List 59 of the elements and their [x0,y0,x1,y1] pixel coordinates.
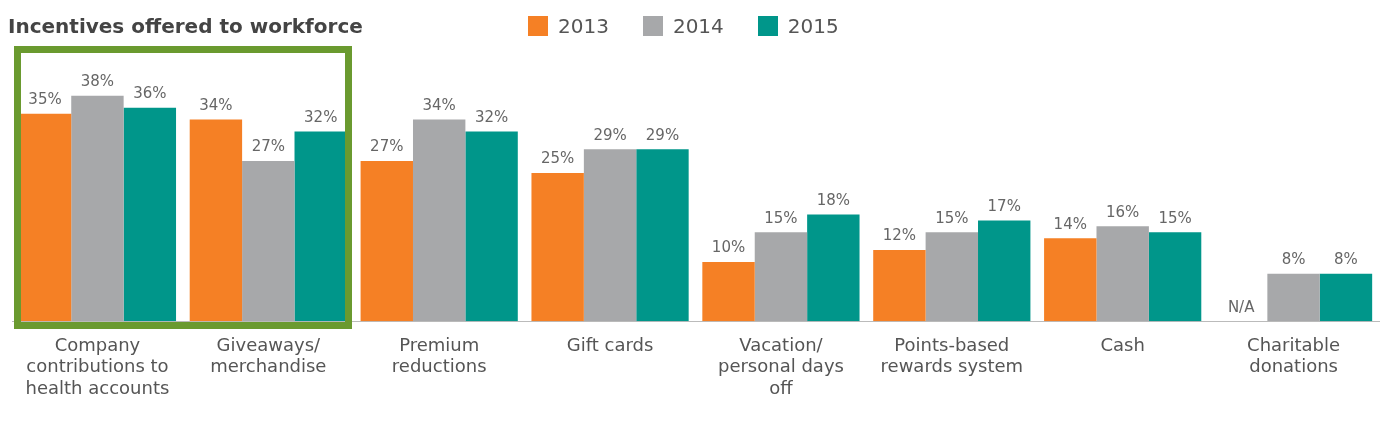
data-label: 14% [1053,214,1087,233]
bar [189,119,243,322]
data-label: 15% [935,208,969,227]
data-label: 32% [304,107,338,126]
data-label: 32% [474,107,509,126]
bar [978,220,1031,322]
data-label: 27% [370,137,404,156]
bar [242,161,295,322]
text: N/A [1227,297,1255,316]
bar [807,214,860,322]
x-tick-label: Charitable donations [1247,333,1341,377]
bar [412,119,466,322]
legend-label: 2015 [787,14,839,38]
legend-label: 2014 [672,14,724,38]
x-tick-label: Gift cards [566,333,654,355]
data-label: 34% [422,95,456,114]
bar [1096,226,1149,322]
x-tick-label: Premium reductions [391,333,487,377]
data-label: 18% [816,190,851,209]
bar [123,107,177,322]
bar [754,232,808,322]
x-tick-label: Points-based rewards system [880,333,1024,377]
data-label: 15% [764,208,798,227]
bar [1319,273,1373,322]
data-label: 27% [251,137,285,156]
data-label: 10% [711,238,746,257]
bar [873,250,926,322]
data-label: 34% [199,95,233,114]
data-label: 35% [28,90,62,109]
bar [71,95,124,322]
bar [702,261,755,322]
data-label: 16% [1106,202,1140,221]
data-label: 38% [80,72,115,91]
data-label: 29% [593,125,627,144]
data-label: 12% [882,226,917,245]
x-tick-label: Cash [1100,333,1145,355]
chart-title: Incentives offered to workforce [8,14,364,38]
data-label: 25% [540,149,575,168]
x-tick-label: Company contributions to health accounts [25,333,170,398]
bar [1148,232,1202,322]
bar [465,131,518,322]
x-tick-label: Giveaways/ merchandise [210,333,327,377]
data-label: 29% [645,125,680,144]
bar [925,232,979,322]
legend-label: 2013 [558,14,609,38]
bar [583,149,637,322]
data-label: 8% [1334,250,1358,269]
bar [1267,273,1320,322]
data-label: 17% [987,196,1021,215]
bar [294,131,347,322]
bar [636,149,689,322]
bar [360,161,413,322]
data-label: 8% [1281,250,1306,269]
bar [531,172,584,322]
data-label: 15% [1158,208,1192,227]
x-tick-label: Vacation/ personal days off [717,333,844,398]
data-label: 36% [133,84,167,103]
bar [18,113,72,322]
bar [1044,238,1097,322]
